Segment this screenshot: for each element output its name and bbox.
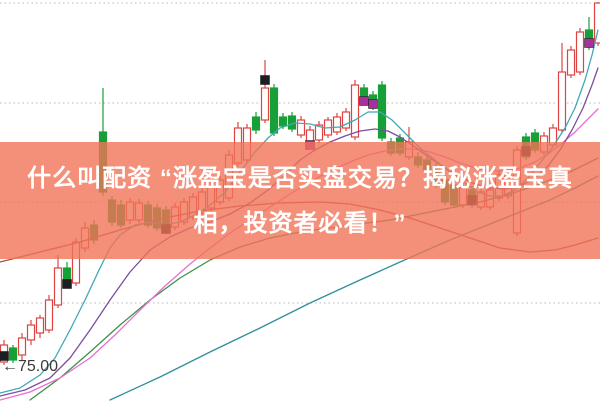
candle-body	[26, 324, 36, 341]
candle-body	[557, 71, 567, 131]
candle-body	[17, 337, 27, 356]
event-marker-magenta	[368, 99, 378, 109]
candle-body	[260, 87, 270, 121]
headline-overlay-banner	[0, 142, 600, 259]
candle-body	[332, 116, 342, 133]
candle-body	[8, 347, 18, 361]
candle-body	[593, 2, 600, 44]
headline-line-1: 什么叫配资 “涨盈宝是否实盘交易？揭秘涨盈宝真	[27, 164, 573, 192]
candle-body	[296, 119, 306, 136]
event-marker-black	[260, 75, 270, 85]
candle-body	[566, 49, 576, 76]
event-marker-black	[62, 279, 72, 289]
headline-text: 什么叫配资 “涨盈宝是否实盘交易？揭秘涨盈宝真 相，投资者必看！”	[0, 142, 600, 259]
candle-body	[575, 31, 585, 73]
candle-body	[350, 84, 360, 138]
candle-body	[53, 267, 63, 306]
event-marker-black	[0, 351, 9, 361]
candle-body	[44, 299, 54, 331]
candle-body	[314, 124, 324, 141]
event-marker-magenta	[584, 38, 594, 48]
candle-body	[278, 116, 288, 127]
headline-line-2: 相，投资者必看！”	[193, 209, 407, 237]
candle-body	[269, 87, 279, 134]
candle-body	[35, 317, 45, 334]
price-marker-label: ←75.00	[2, 358, 59, 375]
event-marker-magenta	[359, 96, 369, 106]
candle-body	[341, 111, 351, 129]
candle-body	[251, 116, 261, 131]
